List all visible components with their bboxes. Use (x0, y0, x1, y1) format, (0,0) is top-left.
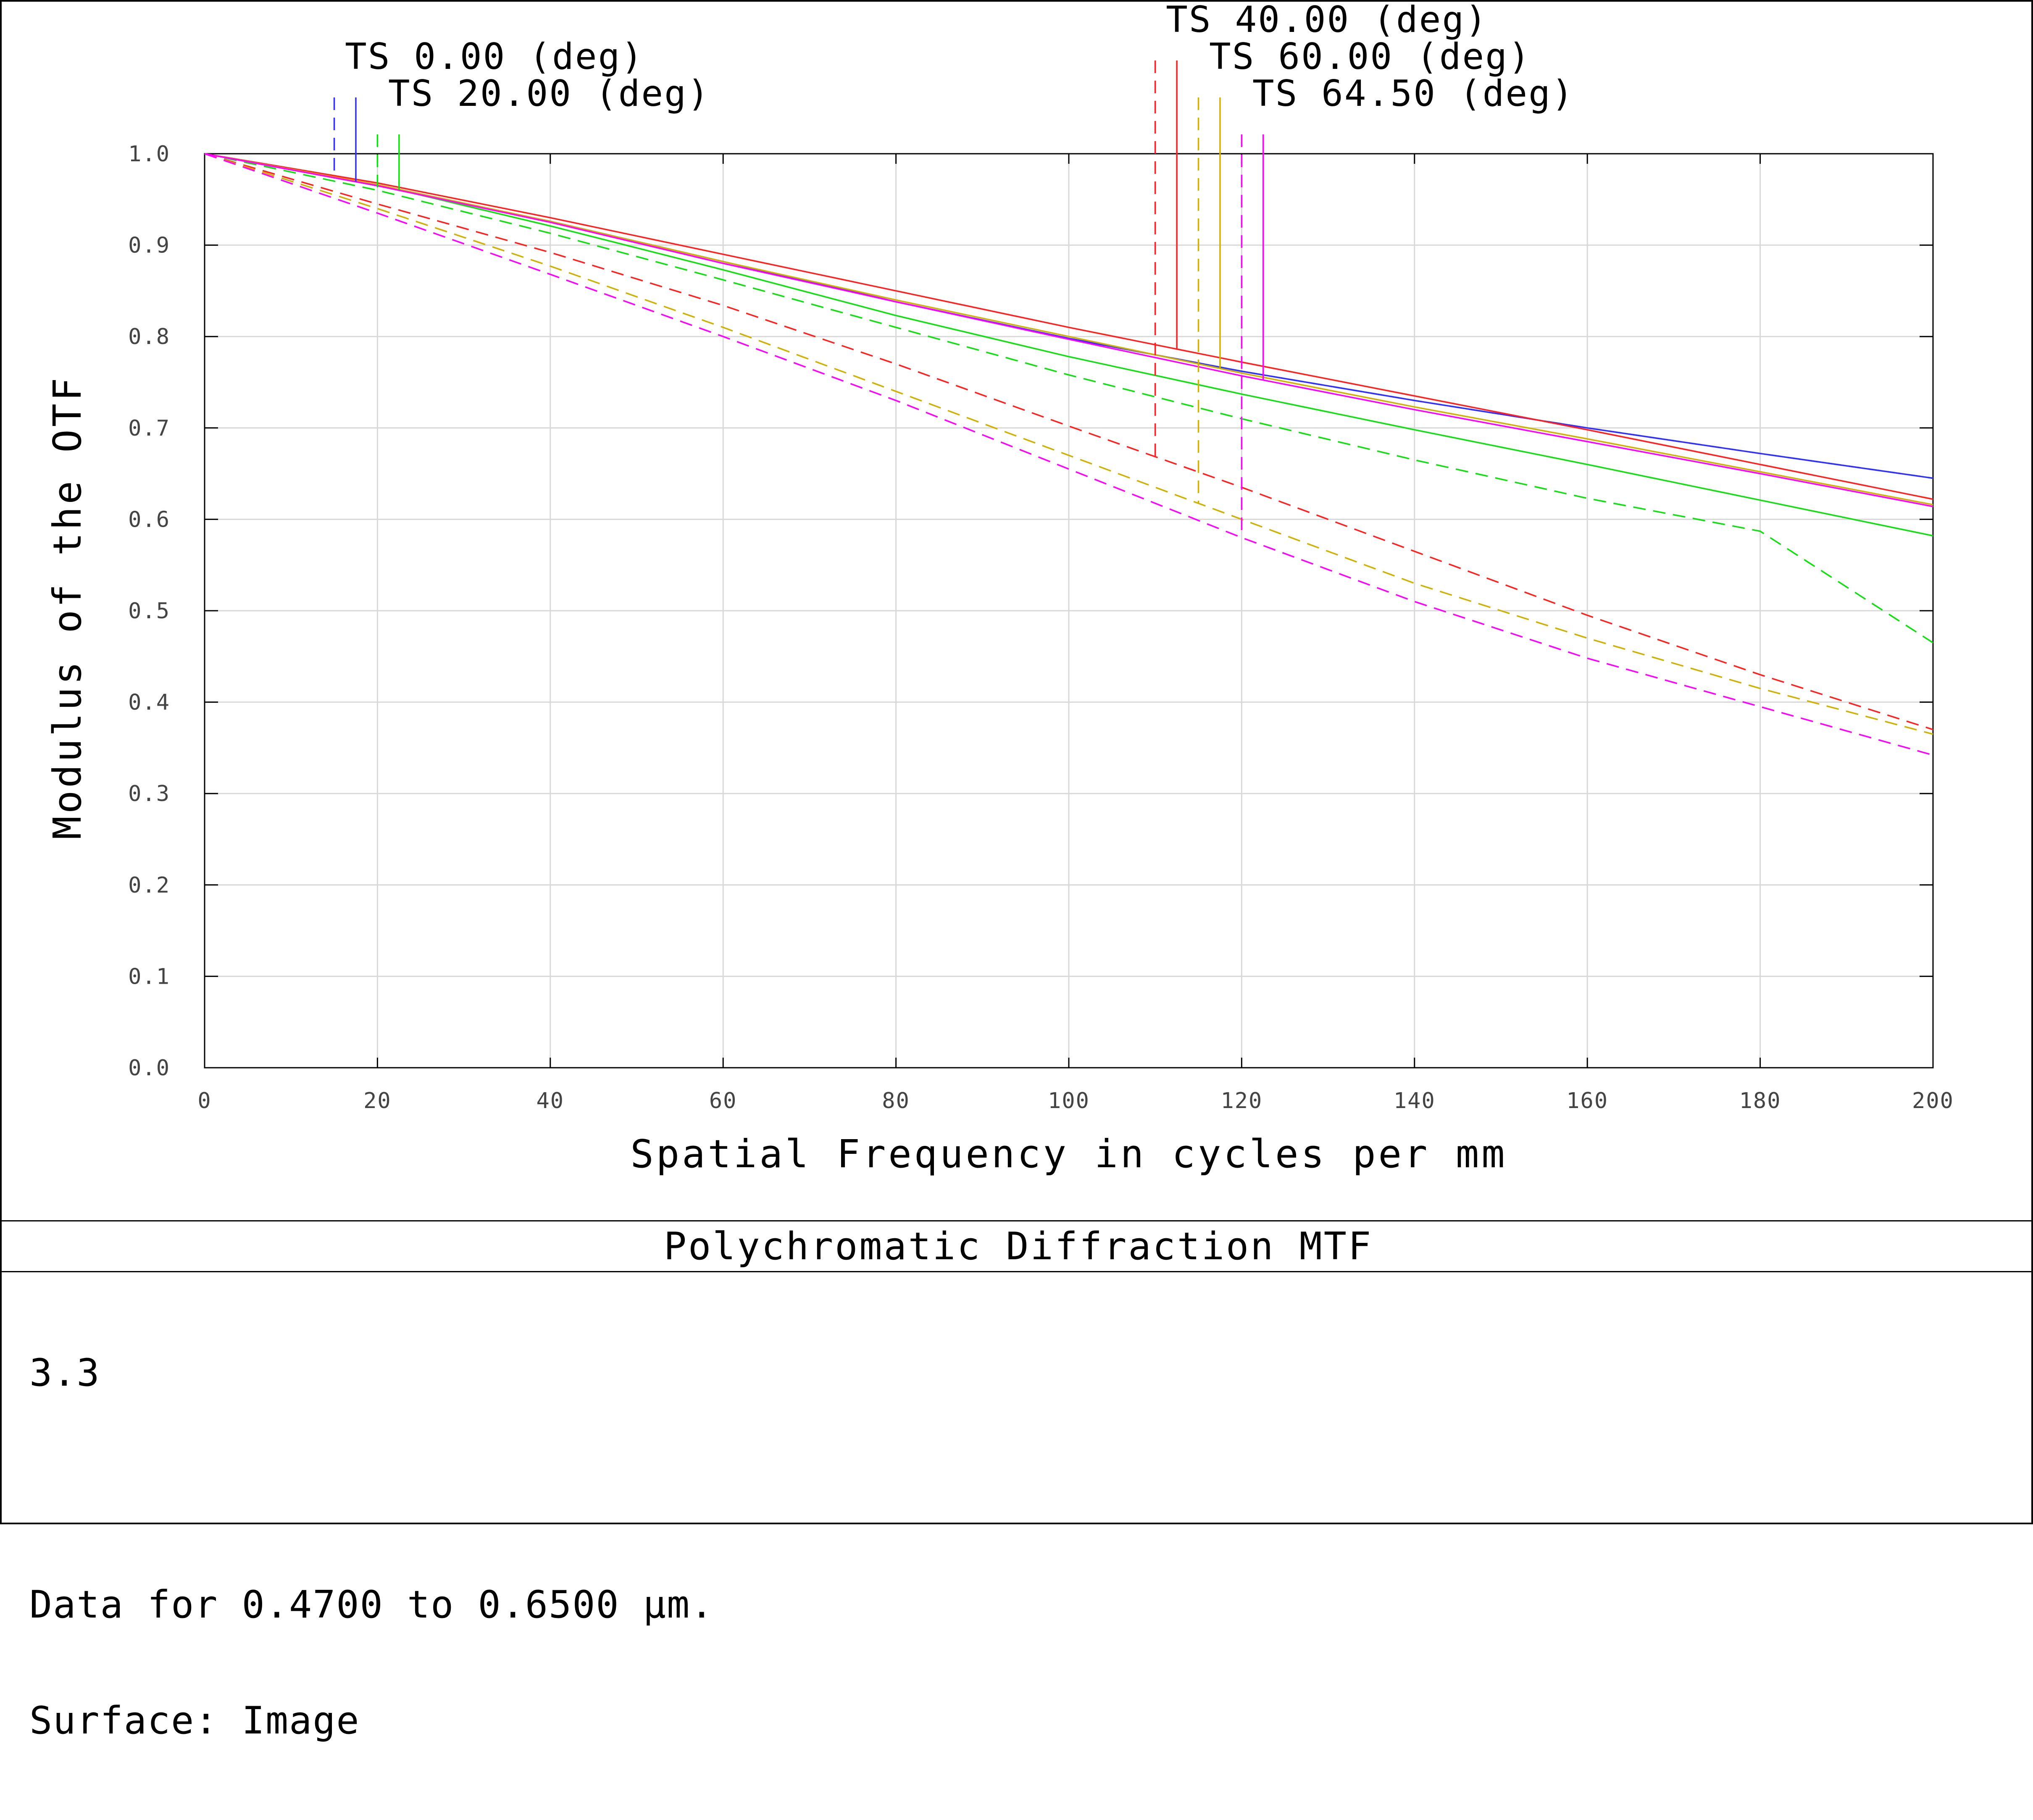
series-tangential-20-00 (204, 153, 1933, 643)
legend-label: TS 0.00 (deg) (345, 36, 644, 78)
series-tangential-64-50 (204, 153, 1933, 756)
series-tangential-60-00 (204, 153, 1933, 735)
legend-label: TS 40.00 (deg) (1166, 2, 1488, 41)
x-axis-title: Spatial Frequency in cycles per mm (630, 1132, 1507, 1177)
plot-frame (204, 153, 1934, 1069)
series-sagittal-20-00 (204, 153, 1933, 537)
y-tick-label: 0.5 (128, 599, 170, 624)
y-tick-label: 0.4 (128, 690, 170, 715)
y-axis-title: Modulus of the OTF (45, 376, 90, 840)
chart-series (204, 153, 1933, 756)
y-tick-label: 0.6 (128, 507, 170, 532)
y-tick-label: 0.8 (128, 324, 170, 349)
x-tick-label: 160 (1566, 1088, 1608, 1114)
series-tangential-40-00 (204, 153, 1933, 730)
title-divider-top (2, 1220, 2033, 1221)
chart-axes: 0 20 40 60 80 100 120 140 160 180 200 0.0 0.1 0.2 0.3 0… (128, 142, 1954, 1114)
legend-label: TS 60.00 (deg) (1209, 36, 1531, 78)
y-tick-label: 0.7 (128, 416, 170, 441)
x-tick-label: 120 (1220, 1088, 1262, 1114)
y-tick-label: 0.9 (128, 233, 170, 258)
info-line-3: Data for 0.4700 to 0.6500 µm. (29, 1583, 714, 1627)
y-tick-label: 0.2 (128, 873, 170, 898)
info-line-1: 3.3 (29, 1351, 100, 1395)
mtf-chart: 0 20 40 60 80 100 120 140 160 180 200 0.0 0.1 0.2 0.3 0… (45, 2, 1954, 1177)
x-tick-label: 180 (1739, 1088, 1781, 1114)
x-tick-label: 200 (1912, 1088, 1954, 1114)
y-tick-label: 0.1 (128, 964, 170, 989)
info-line-4: Surface: Image (29, 1699, 360, 1743)
x-tick-label: 60 (709, 1088, 737, 1114)
x-tick-label: 40 (536, 1088, 564, 1114)
series-sagittal-60-00 (204, 153, 1933, 506)
y-tick-label: 0.3 (128, 781, 170, 806)
info-line-2 (29, 1470, 714, 1508)
x-tick-label: 100 (1048, 1088, 1090, 1114)
x-tick-label: 0 (197, 1088, 211, 1114)
info-panel: 3.3 Data for 0.4700 to 0.6500 µm. Surfac… (29, 1276, 714, 1817)
x-tick-label: 140 (1394, 1088, 1436, 1114)
series-sagittal-40-00 (204, 153, 1933, 500)
chart-grid (205, 154, 1933, 1068)
y-tick-label: 1.0 (128, 142, 170, 167)
chart-legend: TS 0.00 (deg)TS 20.00 (deg) TS 40.00 (deg… (333, 2, 1575, 538)
title-divider-bottom (2, 1271, 2033, 1272)
chart-title: Polychromatic Diffraction MTF (663, 1224, 1373, 1268)
x-tick-label: 80 (882, 1088, 910, 1114)
series-sagittal-64-50 (204, 153, 1933, 507)
mtf-report-window: 0 20 40 60 80 100 120 140 160 180 200 0.0 0.1 0.2 0.3 0… (0, 0, 2033, 1740)
legend-label: TS 20.00 (deg) (388, 73, 710, 115)
y-tick-label: 0.0 (128, 1056, 170, 1081)
x-tick-label: 20 (363, 1088, 392, 1114)
legend-label: TS 64.50 (deg) (1252, 73, 1575, 115)
